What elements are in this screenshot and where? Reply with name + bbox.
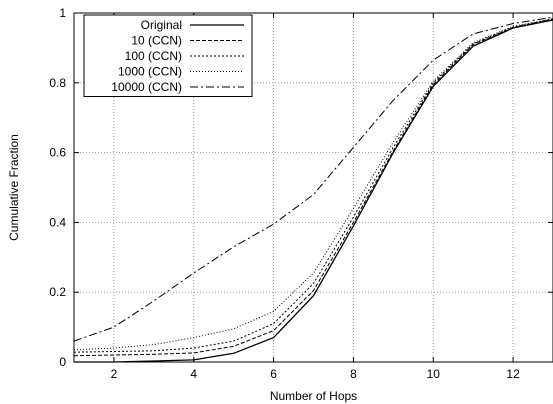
legend: Original 10 (CCN)100 (CCN) 1000 (CCN)10000… <box>83 14 253 97</box>
y-axis-title: Cumulative Fraction <box>7 134 21 241</box>
plot-area-frame <box>73 12 553 363</box>
y-tick-label: 1 <box>59 6 66 20</box>
x-tick-label: 12 <box>506 367 520 381</box>
legend-label: 10 (CCN) <box>131 34 182 48</box>
axis-ticks: 2 4 6 8 10 12 0 0.2 0.4 0.6 0.8 1 <box>49 6 553 381</box>
x-tick-label: 8 <box>350 367 357 381</box>
y-tick-label: 0 <box>59 355 66 369</box>
series-line-1 <box>74 19 553 363</box>
grid <box>74 13 553 362</box>
legend-label: 1000 (CCN) <box>118 65 182 79</box>
series-lines <box>73 16 553 363</box>
y-tick-label: 0.4 <box>49 215 66 229</box>
x-tick-label: 2 <box>111 367 118 381</box>
y-tick-label: 0.8 <box>49 76 66 90</box>
x-tick-label: 10 <box>427 367 441 381</box>
x-tick-label: 6 <box>270 367 277 381</box>
legend-label: Original <box>141 18 182 32</box>
legend-label: 10000 (CCN) <box>111 80 182 94</box>
x-tick-label: 4 <box>190 367 197 381</box>
series-line-3 <box>73 18 553 353</box>
y-tick-label: 0.6 <box>49 146 66 160</box>
y-tick-label: 0.2 <box>49 285 66 299</box>
legend-label: 100 (CCN) <box>125 49 182 63</box>
x-axis-title: Number of Hops <box>270 389 357 403</box>
